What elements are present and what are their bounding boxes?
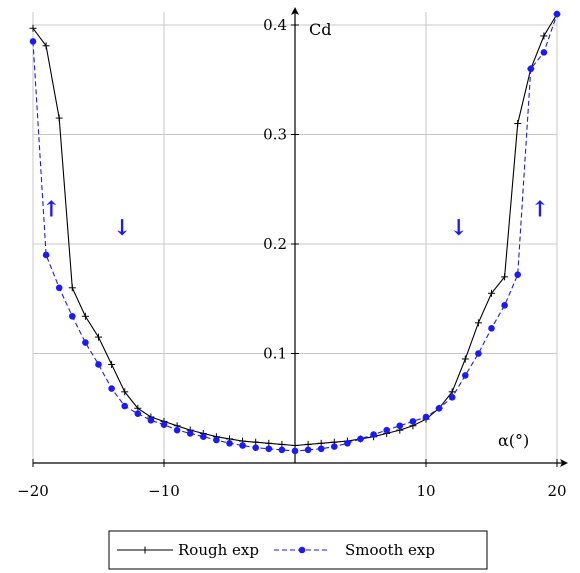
rough-exp-point: [540, 32, 548, 40]
smooth-exp-point: [448, 394, 456, 401]
smooth-exp-point: [173, 426, 181, 434]
smooth-exp-point: [160, 421, 168, 428]
annotations: ↑ ↓ ↓ ↑: [42, 197, 549, 242]
smooth-exp-point: [200, 433, 207, 441]
smooth-exp-point: [82, 339, 89, 346]
y-tick-label: 0.2: [263, 235, 287, 253]
ticks: [32, 24, 558, 467]
legend-smooth-label: Smooth exp: [345, 541, 435, 559]
smooth-exp-point: [304, 446, 312, 454]
smooth-exp-point: [265, 445, 273, 453]
x-tick-label: −10: [148, 482, 180, 500]
series-layer: [29, 10, 561, 455]
rough-exp-point: [474, 319, 482, 327]
hysteresis-up-arrow: ↑: [531, 197, 549, 223]
rough-exp-point: [55, 114, 63, 122]
smooth-exp-point: [383, 426, 391, 434]
legend-smooth-sample: [274, 546, 330, 554]
smooth-exp-point: [422, 413, 430, 421]
smooth-exp-point: [462, 372, 469, 379]
rough-exp-point: [81, 312, 89, 320]
smooth-exp-point: [291, 447, 299, 455]
smooth-exp-point: [29, 38, 37, 45]
legend: Rough exp Smooth exp: [108, 530, 488, 570]
smooth-exp-point: [409, 418, 417, 425]
x-tick-label: −20: [17, 482, 49, 500]
smooth-exp-point: [344, 439, 351, 447]
smooth-exp-point: [252, 444, 259, 451]
smooth-exp-point: [95, 361, 102, 368]
smooth-exp-point: [42, 251, 50, 259]
legend-rough-label: Rough exp: [178, 541, 259, 559]
smooth-exp-point: [540, 49, 548, 56]
legend-rough-marker: [141, 546, 149, 554]
smooth-exp-point: [239, 442, 246, 449]
smooth-exp-point: [370, 431, 377, 438]
smooth-exp-point: [55, 284, 63, 292]
y-tick-label: 0.1: [263, 345, 287, 363]
y-axis-label: Cd: [309, 20, 331, 39]
rough-exp-point: [108, 360, 116, 368]
hysteresis-down-arrow: ↓: [113, 215, 131, 241]
smooth-exp-point: [488, 325, 495, 332]
smooth-exp-point: [134, 410, 142, 418]
smooth-exp-point: [213, 436, 220, 444]
smooth-exp-point: [527, 65, 535, 73]
y-tick-label: 0.4: [263, 16, 287, 34]
hysteresis-up-arrow: ↑: [42, 197, 60, 223]
rough-exp-point: [461, 355, 469, 363]
x-axis-label: α(°): [498, 431, 529, 450]
smooth-exp-point: [69, 312, 76, 320]
smooth-exp-point: [475, 350, 482, 357]
x-tick-label: 20: [547, 482, 566, 500]
y-axis-arrowhead: [291, 7, 299, 15]
axes: [33, 7, 568, 467]
smooth-exp-point: [226, 439, 233, 447]
smooth-exp-point: [278, 446, 286, 454]
tick-labels: −20 −10 10 20 0.1 0.2 0.3 0.4: [17, 16, 566, 500]
rough-exp-point: [42, 42, 50, 50]
smooth-exp-point: [121, 402, 128, 410]
rough-exp-point: [29, 24, 37, 32]
smooth-exp-point: [553, 10, 561, 18]
smooth-exp-point: [357, 435, 364, 443]
hysteresis-down-arrow: ↓: [450, 215, 468, 241]
rough-exp-point: [514, 120, 522, 128]
rough-exp-point: [488, 289, 495, 297]
rough-exp-point: [68, 284, 76, 292]
smooth-exp-point: [147, 416, 155, 424]
smooth-exp-point: [435, 404, 443, 412]
rough-exp-point: [501, 273, 509, 281]
smooth-exp-point: [108, 385, 115, 392]
smooth-exp-point: [331, 443, 338, 450]
rough-exp-point: [121, 388, 129, 396]
series-smooth-exp: [29, 10, 561, 455]
smooth-exp-point: [514, 271, 521, 278]
x-axis-arrowhead: [560, 459, 568, 467]
y-tick-label: 0.3: [263, 126, 287, 144]
smooth-exp-point: [396, 422, 404, 430]
x-tick-label: 10: [416, 482, 435, 500]
smooth-exp-point: [501, 302, 508, 309]
legend-rough-sample: [117, 546, 173, 554]
legend-smooth-marker: [298, 546, 306, 554]
smooth-exp-point: [186, 430, 194, 437]
rough-exp-point: [95, 333, 102, 341]
smooth-exp-point: [317, 445, 325, 453]
